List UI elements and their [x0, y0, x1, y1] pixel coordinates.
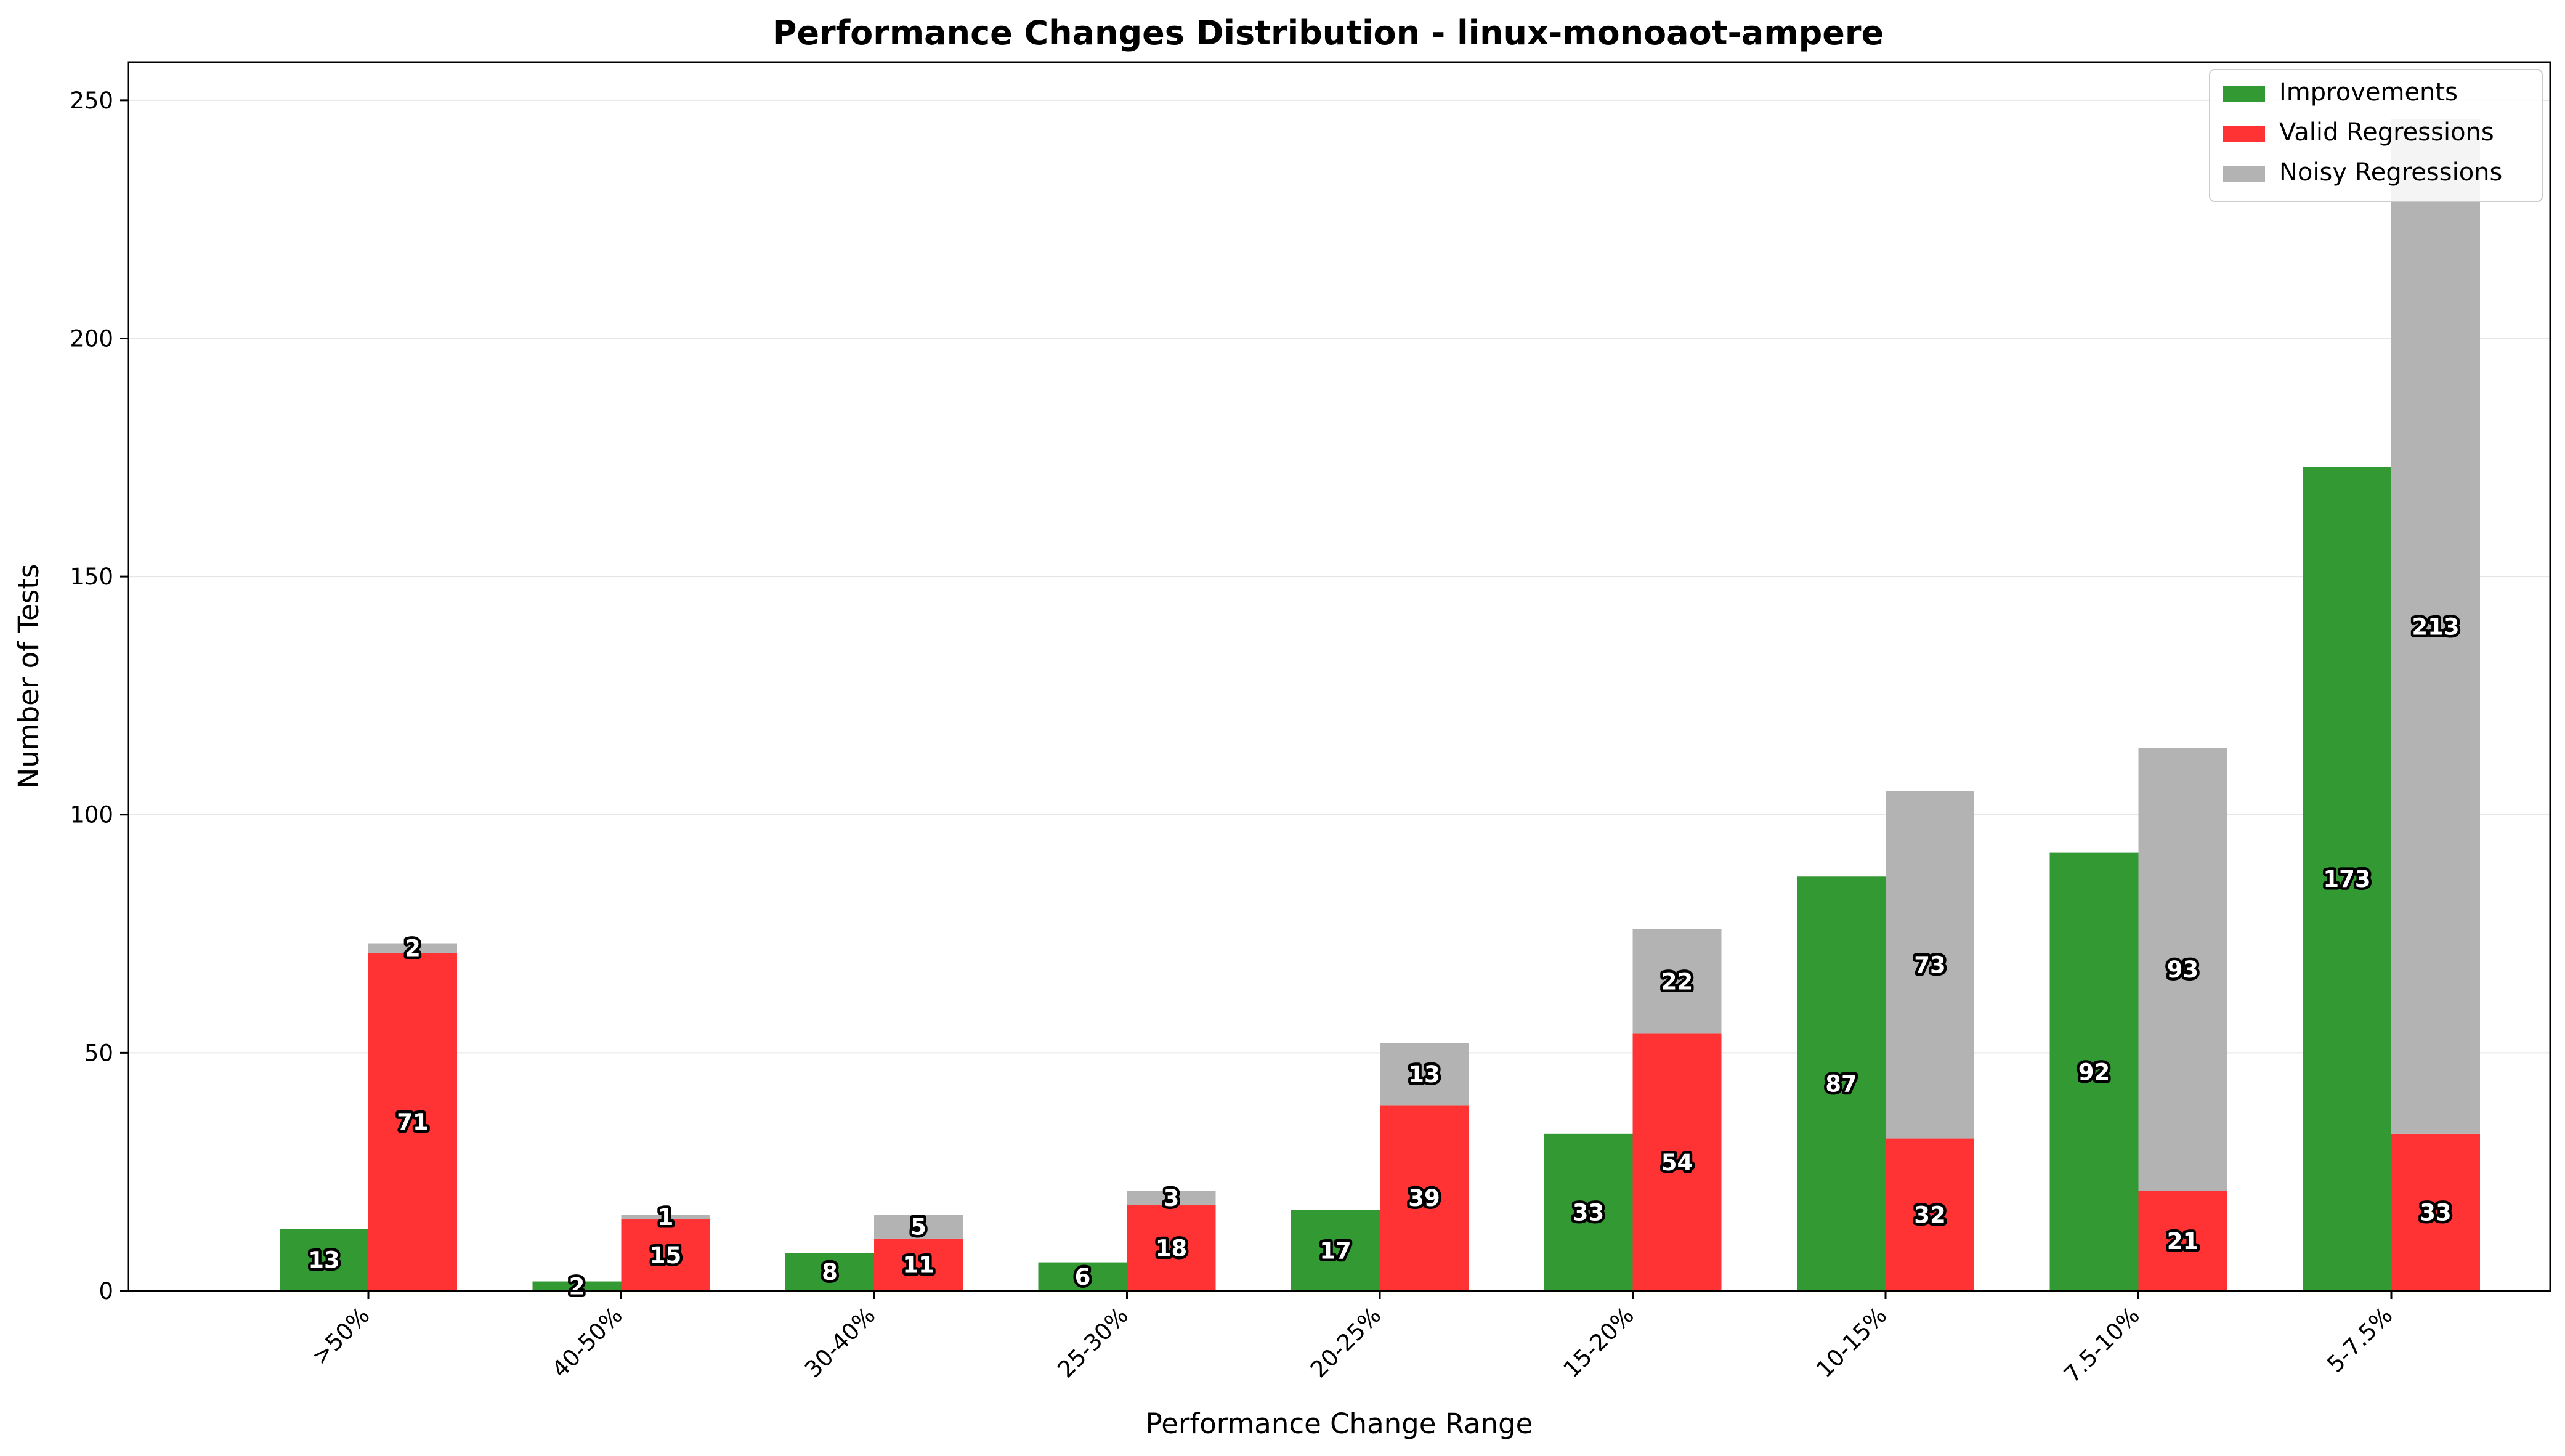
bar-valid-regressions: [1127, 1205, 1216, 1291]
legend-label: Improvements: [2279, 78, 2458, 107]
bar-value-label: 33: [1573, 1199, 1605, 1226]
bar-value-label: 2: [405, 935, 421, 961]
bar-noisy-regressions: [368, 943, 457, 953]
bar-value-label: 17: [1319, 1237, 1351, 1264]
bar-improvements: [280, 1229, 368, 1291]
bar-noisy-regressions: [1886, 791, 1974, 1139]
bar-value-label: 6: [1075, 1264, 1091, 1290]
legend-swatch: [2223, 126, 2265, 142]
legend-box: [2209, 69, 2543, 202]
legend-swatch: [2223, 166, 2265, 182]
bar-value-label: 18: [1156, 1235, 1188, 1261]
bar-valid-regressions: [621, 1219, 710, 1291]
y-tick-label: 200: [70, 325, 113, 352]
x-axis-title: Performance Change Range: [1146, 1407, 1533, 1440]
y-axis: 0 50 100 150 200 250: [70, 87, 128, 1304]
bar-improvements: [1291, 1210, 1380, 1291]
bar-valid-regressions: [1632, 1033, 1722, 1291]
bar-noisy-regressions: [2391, 119, 2480, 1134]
legend: Improvements Valid Regressions Noisy Regre…: [2209, 69, 2543, 202]
bar-noisy-regressions: [1380, 1043, 1469, 1106]
bar-value-label: 39: [1408, 1185, 1440, 1211]
bar-value-label: 87: [1825, 1071, 1857, 1098]
bar-value-label: 73: [1914, 952, 1946, 978]
bar-value-label: 93: [2167, 957, 2199, 983]
y-tick-label: 250: [70, 87, 113, 114]
bar-value-label: 5: [910, 1214, 926, 1240]
bar-valid-regressions: [2391, 1133, 2480, 1291]
bar-value-label: 11: [902, 1252, 934, 1278]
bar-value-label: 173: [2323, 866, 2370, 892]
legend-label: Noisy Regressions: [2279, 158, 2502, 187]
bar-value-label: 8: [822, 1259, 838, 1285]
bar-noisy-regressions: [2138, 748, 2227, 1191]
bar-noisy-regressions: [874, 1215, 963, 1239]
bar-valid-regressions: [874, 1238, 963, 1291]
bar-valid-regressions: [1380, 1105, 1469, 1291]
bar-value-label: 92: [2078, 1059, 2110, 1085]
bar-improvements: [785, 1253, 874, 1291]
legend-label: Valid Regressions: [2279, 118, 2494, 147]
bar-value-label: 13: [308, 1247, 340, 1274]
bar-valid-regressions: [1886, 1138, 1974, 1291]
y-tick-label: 150: [70, 564, 113, 590]
bar-improvements: [1544, 1133, 1633, 1291]
bar-value-label: 2: [569, 1273, 585, 1300]
y-tick-label: 0: [99, 1278, 113, 1304]
bar-improvements: [1038, 1262, 1127, 1291]
bar-value-label: 71: [397, 1109, 429, 1135]
bars: [280, 119, 2480, 1291]
bar-noisy-regressions: [1127, 1191, 1216, 1205]
bar-value-label: 213: [2412, 613, 2459, 640]
bar-value-label: 15: [650, 1242, 682, 1269]
bar-improvements: [2049, 852, 2139, 1291]
bar-noisy-regressions: [621, 1215, 710, 1220]
bar-value-label: 3: [1164, 1185, 1180, 1211]
bar-improvements: [1797, 876, 1886, 1291]
bar-valid-regressions: [368, 952, 457, 1291]
bar-value-label: 33: [2420, 1199, 2452, 1226]
bar-noisy-regressions: [1632, 929, 1722, 1034]
y-tick-label: 50: [84, 1040, 113, 1066]
y-tick-label: 100: [70, 802, 113, 828]
bar-value-label: 13: [1408, 1061, 1440, 1088]
plot-frame: [127, 61, 2551, 1292]
bar-value-label: 54: [1661, 1149, 1693, 1176]
bar-value-label: 21: [2167, 1228, 2199, 1255]
y-axis-title: Number of Tests: [12, 564, 45, 789]
chart-title: Performance Changes Distribution - linux…: [772, 14, 1884, 52]
bar-value-label: 22: [1661, 968, 1693, 995]
legend-swatch: [2223, 86, 2265, 102]
bar-improvements: [532, 1281, 622, 1291]
bar-improvements: [2303, 467, 2391, 1291]
bar-valid-regressions: [2138, 1191, 2227, 1291]
bar-value-label: 1: [658, 1204, 674, 1231]
bar-value-label: 32: [1914, 1202, 1946, 1228]
